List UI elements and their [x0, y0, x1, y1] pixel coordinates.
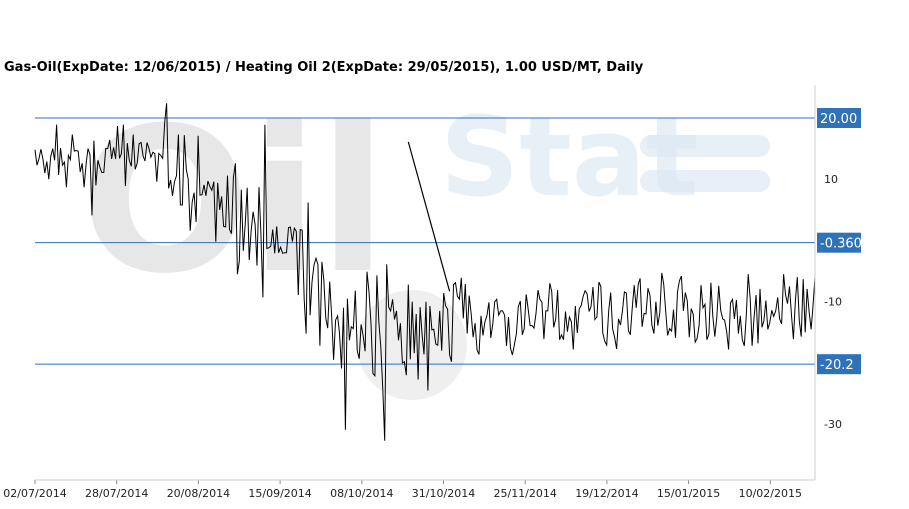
y-axis-ticks: 10 -10 -30: [824, 173, 842, 431]
value-badge: [817, 108, 861, 128]
value-badge: [817, 232, 861, 253]
value-badges: 20.00 -0.360 -20.2: [817, 108, 862, 375]
x-tick-label: 02/07/2014: [3, 487, 66, 500]
watermark-text-left: Oil: [80, 85, 387, 318]
y-tick-label: -30: [824, 418, 842, 431]
x-tick-label: 20/08/2014: [167, 487, 230, 500]
x-tick-label: 25/11/2014: [493, 487, 556, 500]
x-tick-label: 10/02/2015: [739, 487, 802, 500]
x-tick-label: 28/07/2014: [85, 487, 148, 500]
watermark-bar: [640, 135, 770, 157]
series-line: [34, 103, 816, 441]
x-tick-label: 19/12/2014: [575, 487, 638, 500]
value-badge-label: 20.00: [820, 112, 857, 127]
watermark-bar: [640, 170, 770, 192]
y-tick-label: 10: [824, 173, 838, 186]
x-tick-label: 15/01/2015: [657, 487, 720, 500]
value-badge: [817, 354, 861, 375]
series-line-group: [34, 85, 816, 480]
value-badge-label: -0.360: [820, 237, 862, 252]
x-tick-label: 15/09/2014: [248, 487, 311, 500]
x-tick-label: 31/10/2014: [412, 487, 475, 500]
x-axis-ticks: 02/07/2014 28/07/2014 20/08/2014 15/09/2014…: [3, 479, 815, 500]
trend-line-group: [407, 141, 451, 292]
watermark-logo: Oil Stat: [80, 85, 770, 400]
trend-line: [407, 141, 451, 292]
chart-title: Gas-Oil(ExpDate: 12/06/2015) / Heating O…: [4, 60, 644, 75]
y-tick-label: -10: [824, 296, 842, 309]
value-badge-label: -20.2: [820, 358, 854, 373]
x-tick-label: 08/10/2014: [330, 487, 393, 500]
